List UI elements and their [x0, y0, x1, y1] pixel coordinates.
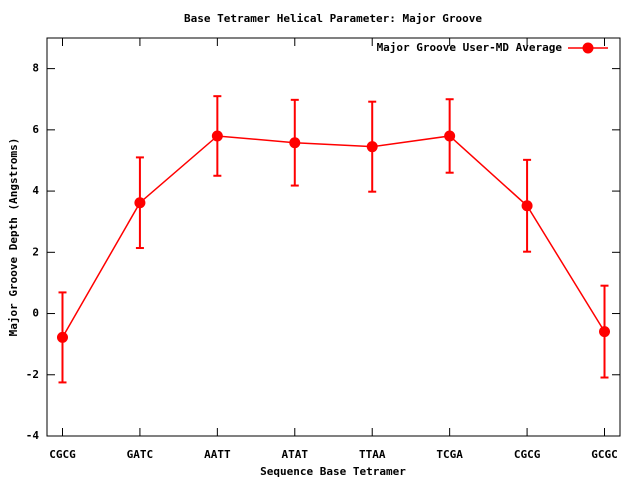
x-tick-label: TCGA — [436, 448, 463, 461]
y-tick-label: 6 — [32, 123, 39, 136]
data-point — [599, 326, 611, 338]
data-point — [444, 130, 456, 142]
x-tick-label: CGCG — [514, 448, 541, 461]
x-tick-label: GCGC — [591, 448, 618, 461]
data-point — [56, 331, 68, 343]
data-point — [134, 197, 146, 209]
y-tick-label: -2 — [26, 368, 39, 381]
chart-title: Base Tetramer Helical Parameter: Major G… — [184, 12, 482, 25]
x-tick-label: GATC — [127, 448, 154, 461]
y-tick-label: 2 — [32, 245, 39, 258]
y-tick-label: -4 — [26, 429, 40, 442]
series-line — [61, 135, 606, 338]
legend-marker — [582, 42, 594, 54]
data-point — [521, 200, 533, 212]
x-tick-label: AATT — [204, 448, 231, 461]
y-tick-label: 0 — [32, 307, 39, 320]
data-point — [289, 137, 301, 149]
data-point — [211, 130, 223, 142]
x-axis-label: Sequence Base Tetramer — [260, 465, 406, 478]
data-point — [366, 141, 378, 153]
x-tick-label: TTAA — [359, 448, 386, 461]
x-tick-label: CGCG — [49, 448, 76, 461]
x-tick-label: ATAT — [282, 448, 309, 461]
y-tick-label: 8 — [32, 62, 39, 75]
legend-label: Major Groove User-MD Average — [377, 41, 563, 54]
y-tick-label: 4 — [32, 184, 39, 197]
y-axis-label: Major Groove Depth (Angstroms) — [7, 138, 20, 337]
plot-frame — [46, 37, 621, 437]
